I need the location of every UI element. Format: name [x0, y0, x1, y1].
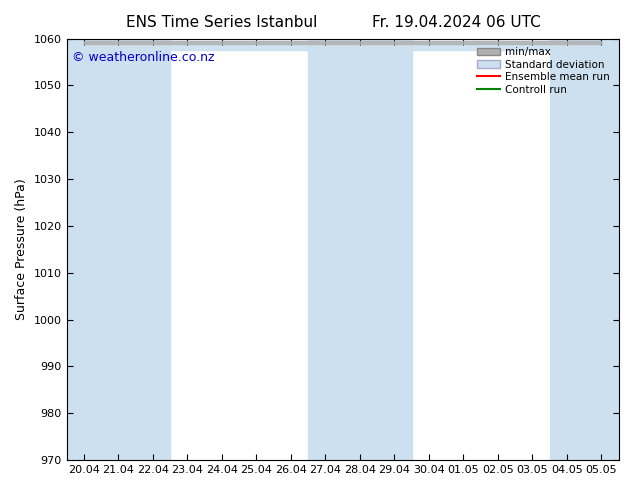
Bar	[377, 39, 411, 460]
Text: © weatheronline.co.nz: © weatheronline.co.nz	[72, 51, 214, 64]
Bar	[342, 39, 377, 460]
Text: ENS Time Series Istanbul: ENS Time Series Istanbul	[126, 15, 318, 30]
Bar	[136, 39, 170, 460]
Bar	[584, 39, 619, 460]
Y-axis label: Surface Pressure (hPa): Surface Pressure (hPa)	[15, 178, 28, 320]
Bar	[550, 39, 584, 460]
Legend: min/max, Standard deviation, Ensemble mean run, Controll run: min/max, Standard deviation, Ensemble me…	[474, 44, 613, 98]
Bar	[67, 39, 101, 460]
Bar	[101, 39, 136, 460]
Bar	[308, 39, 342, 460]
Text: Fr. 19.04.2024 06 UTC: Fr. 19.04.2024 06 UTC	[372, 15, 541, 30]
